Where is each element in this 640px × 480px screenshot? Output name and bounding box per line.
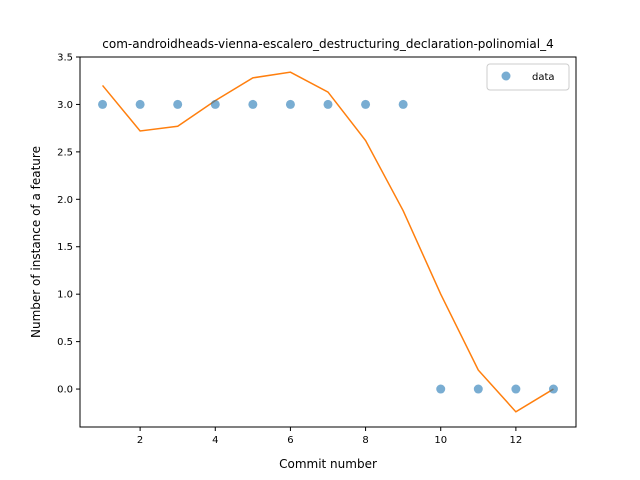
- legend-marker: [501, 71, 511, 81]
- data-point: [285, 99, 295, 109]
- data-point: [210, 99, 220, 109]
- y-tick-label: 2.0: [57, 195, 73, 206]
- x-tick-label: 2: [137, 435, 143, 446]
- data-point: [436, 384, 446, 394]
- data-point: [511, 384, 521, 394]
- data-point: [473, 384, 483, 394]
- fit-line-layer: [101, 71, 554, 413]
- legend-label: data: [532, 72, 555, 83]
- data-point: [135, 99, 145, 109]
- y-tick-label: 1.5: [57, 242, 73, 253]
- legend-box: [486, 63, 570, 91]
- legend: data: [486, 63, 570, 91]
- data-point: [173, 99, 183, 109]
- y-axis-ticks: 0.0 0.5 1.0 1.5 2.0 2.5 3.0 3.5: [57, 53, 80, 396]
- data-point: [248, 99, 258, 109]
- y-axis-label: Number of instance of a feature: [29, 146, 43, 338]
- data-point: [548, 384, 558, 394]
- y-tick-label: 3.5: [57, 53, 73, 64]
- data-point: [361, 99, 371, 109]
- x-tick-label: 8: [362, 435, 368, 446]
- y-tick-label: 1.0: [57, 290, 73, 301]
- x-tick-label: 4: [212, 435, 218, 446]
- data-point: [398, 99, 408, 109]
- x-tick-label: 12: [510, 435, 523, 446]
- data-point: [323, 99, 333, 109]
- data-point: [98, 99, 108, 109]
- y-tick-label: 3.0: [57, 100, 73, 111]
- data-points-layer: [98, 99, 558, 394]
- chart-title: com-androidheads-vienna-escalero_destruc…: [102, 37, 553, 51]
- y-tick-label: 2.5: [57, 147, 73, 158]
- x-axis-ticks: 2 4 6 8 10 12: [137, 427, 522, 446]
- x-tick-label: 6: [287, 435, 293, 446]
- y-tick-label: 0.5: [57, 337, 73, 348]
- fit-line: [101, 71, 554, 413]
- x-axis-label: Commit number: [279, 457, 377, 471]
- x-tick-label: 10: [434, 435, 447, 446]
- plot-area: [80, 57, 576, 427]
- y-tick-label: 0.0: [57, 385, 73, 396]
- plot-frame: [79, 56, 577, 428]
